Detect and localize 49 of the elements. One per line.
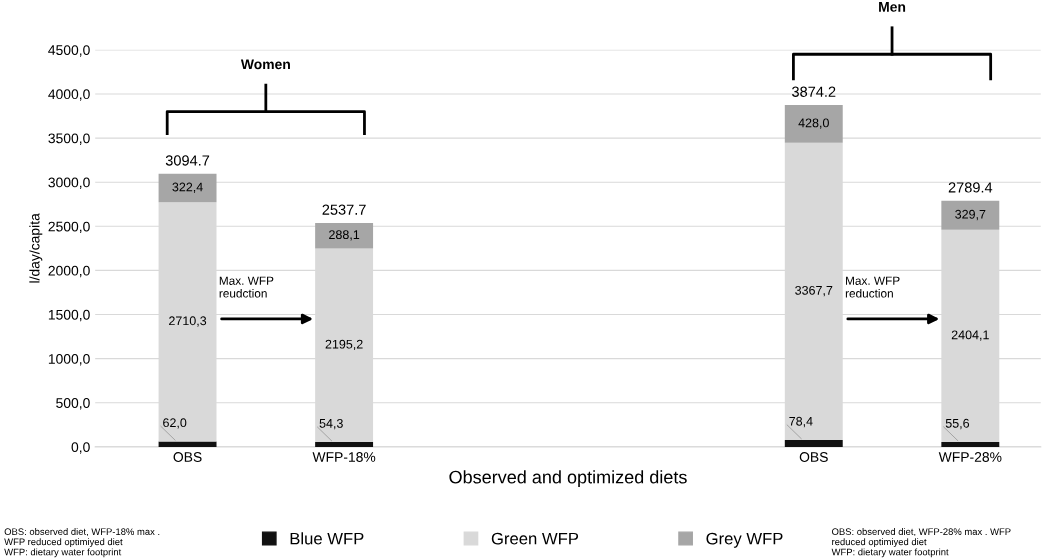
legend-label: Green WFP [491,532,579,545]
data-label: 62,0 [163,418,187,429]
x-tick-label: WFP-28% [938,452,1002,462]
data-label: 428,0 [798,118,829,129]
data-label: 322,4 [172,182,203,193]
bar [158,173,217,203]
text: OBS: observed diet, WFP-28% max . WFP reduced optimiyed diet WFP: dietary water footprint [831,528,1011,558]
total-label: 2537.7 [322,204,366,215]
data-label: 55,6 [945,418,970,430]
y-tick-label: 2000,0 [48,265,90,278]
data-label: 2710,3 [169,316,207,327]
y-tick-label: 4000,0 [48,89,90,101]
text: Men [879,2,906,12]
bar [784,105,843,143]
annotation: Max. WFP reduction [845,276,900,298]
annotation: Women [240,59,290,70]
x-axis-title: Observed and optimized diets [449,470,687,488]
data-label: 3367,7 [795,285,833,297]
data-label: 329,7 [955,209,986,221]
y-tick-label: 3500,0 [48,133,90,145]
data-label: 2195,2 [325,339,363,351]
data-label: 78,4 [789,416,813,428]
bar [158,441,217,447]
y-tick-label: 4500,0 [48,45,90,57]
legend-label: Blue WFP [290,532,364,545]
bar [941,441,1000,447]
x-tick-label: OBS [173,452,202,462]
y-axis-title: l/day/capita [29,213,43,283]
y-tick-label: 500,0 [56,398,90,410]
bar [315,222,374,249]
y-tick-label: 1500,0 [48,309,90,322]
data-label: 2404,1 [951,330,989,341]
data-label: 54,3 [319,418,343,430]
annotation: Max. WFP reudction [219,276,274,298]
text: OBS: observed diet, WFP-18% max . WFP reduced optimiyed diet WFP: dietary water footprint [4,528,160,558]
y-tick-label: 1000,0 [48,353,90,366]
total-label: 2789.4 [948,182,993,193]
y-tick-label: 2500,0 [48,221,90,234]
bar [315,442,374,447]
data-label: 288,1 [329,230,360,241]
y-tick-label: 0,0 [71,442,90,454]
legend-label: Grey WFP [706,532,783,548]
bar [941,200,1000,230]
bar [784,439,843,447]
x-tick-label: WFP-18% [312,452,376,462]
total-label: 3094.7 [165,155,210,166]
y-tick-label: 3000,0 [48,177,90,189]
total-label: 3874.2 [792,86,836,97]
x-tick-label: OBS [799,452,828,462]
